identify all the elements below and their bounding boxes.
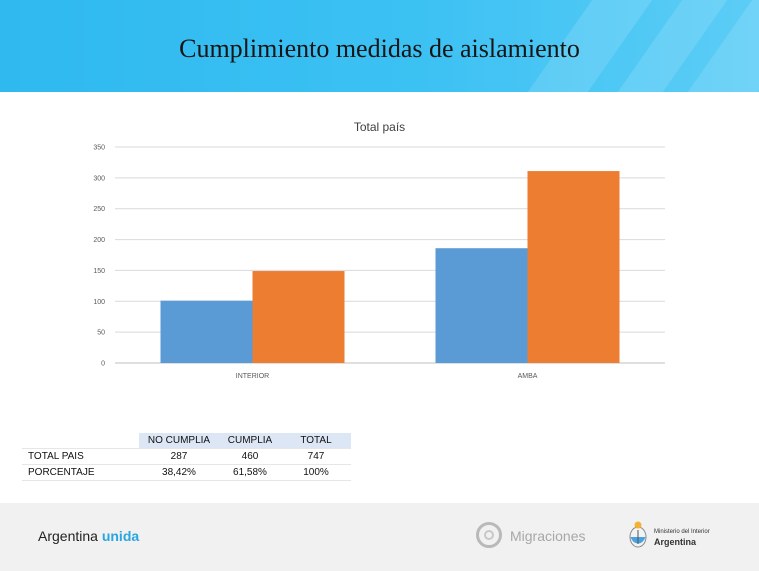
page-title: Cumplimiento medidas de aislamiento <box>179 34 580 63</box>
column-header: CUMPLIA <box>219 433 281 449</box>
table-cell: 38,42% <box>139 464 219 481</box>
bar-chart: 0 50 100 150 200 250 300 350 INTERIOR AMBA <box>93 145 665 380</box>
column-header: TOTAL <box>281 433 351 449</box>
header-banner: Cumplimiento medidas de aislamiento <box>0 0 759 92</box>
brand-accent: unida <box>101 528 140 544</box>
y-tick-label: 250 <box>93 206 105 213</box>
table-row: TOTAL PAIS 287 460 747 <box>22 448 351 465</box>
y-tick-label: 50 <box>97 330 105 337</box>
x-tick-label: INTERIOR <box>236 373 269 380</box>
table-cell: 100% <box>281 464 351 481</box>
table-cell: 747 <box>281 448 351 465</box>
table-cell: 460 <box>219 448 281 465</box>
y-tick-label: 100 <box>93 299 105 306</box>
bar <box>527 171 620 363</box>
table-row: PORCENTAJE 38,42% 61,58% 100% <box>22 464 351 481</box>
table-header-row: NO CUMPLIA CUMPLIA TOTAL <box>22 433 351 449</box>
argentina-unida-logo: Argentina unida <box>38 528 139 544</box>
chart-title: Total país <box>353 120 406 134</box>
x-tick-label: AMBA <box>518 373 538 380</box>
chart-area: Total país 0 50 100 150 200 250 300 350 INTERIOR… <box>0 108 759 398</box>
bar <box>252 271 345 363</box>
coat-of-arms-icon <box>629 521 647 548</box>
migraciones-logo-icon <box>476 522 502 548</box>
footer-bar: Argentina unida Migraciones Ministerio d… <box>0 503 759 571</box>
table-cell: 287 <box>139 448 219 465</box>
brand-main: Argentina <box>38 528 98 544</box>
y-tick-label: 350 <box>93 145 105 152</box>
table-corner <box>22 433 139 449</box>
y-tick-label: 0 <box>101 361 105 368</box>
y-tick-label: 150 <box>93 268 105 275</box>
bar <box>160 300 253 363</box>
migraciones-label: Migraciones <box>510 528 586 544</box>
bar <box>435 248 528 363</box>
column-header: NO CUMPLIA <box>139 433 219 449</box>
row-label: PORCENTAJE <box>22 464 139 481</box>
y-tick-label: 200 <box>93 237 105 244</box>
summary-table: NO CUMPLIA CUMPLIA TOTAL TOTAL PAIS 287 … <box>22 433 351 481</box>
ministerio-line2: Argentina <box>654 537 697 547</box>
row-label: TOTAL PAIS <box>22 448 139 465</box>
ministerio-line1: Ministerio del Interior <box>654 529 710 535</box>
y-tick-label: 300 <box>93 175 105 182</box>
table-cell: 61,58% <box>219 464 281 481</box>
